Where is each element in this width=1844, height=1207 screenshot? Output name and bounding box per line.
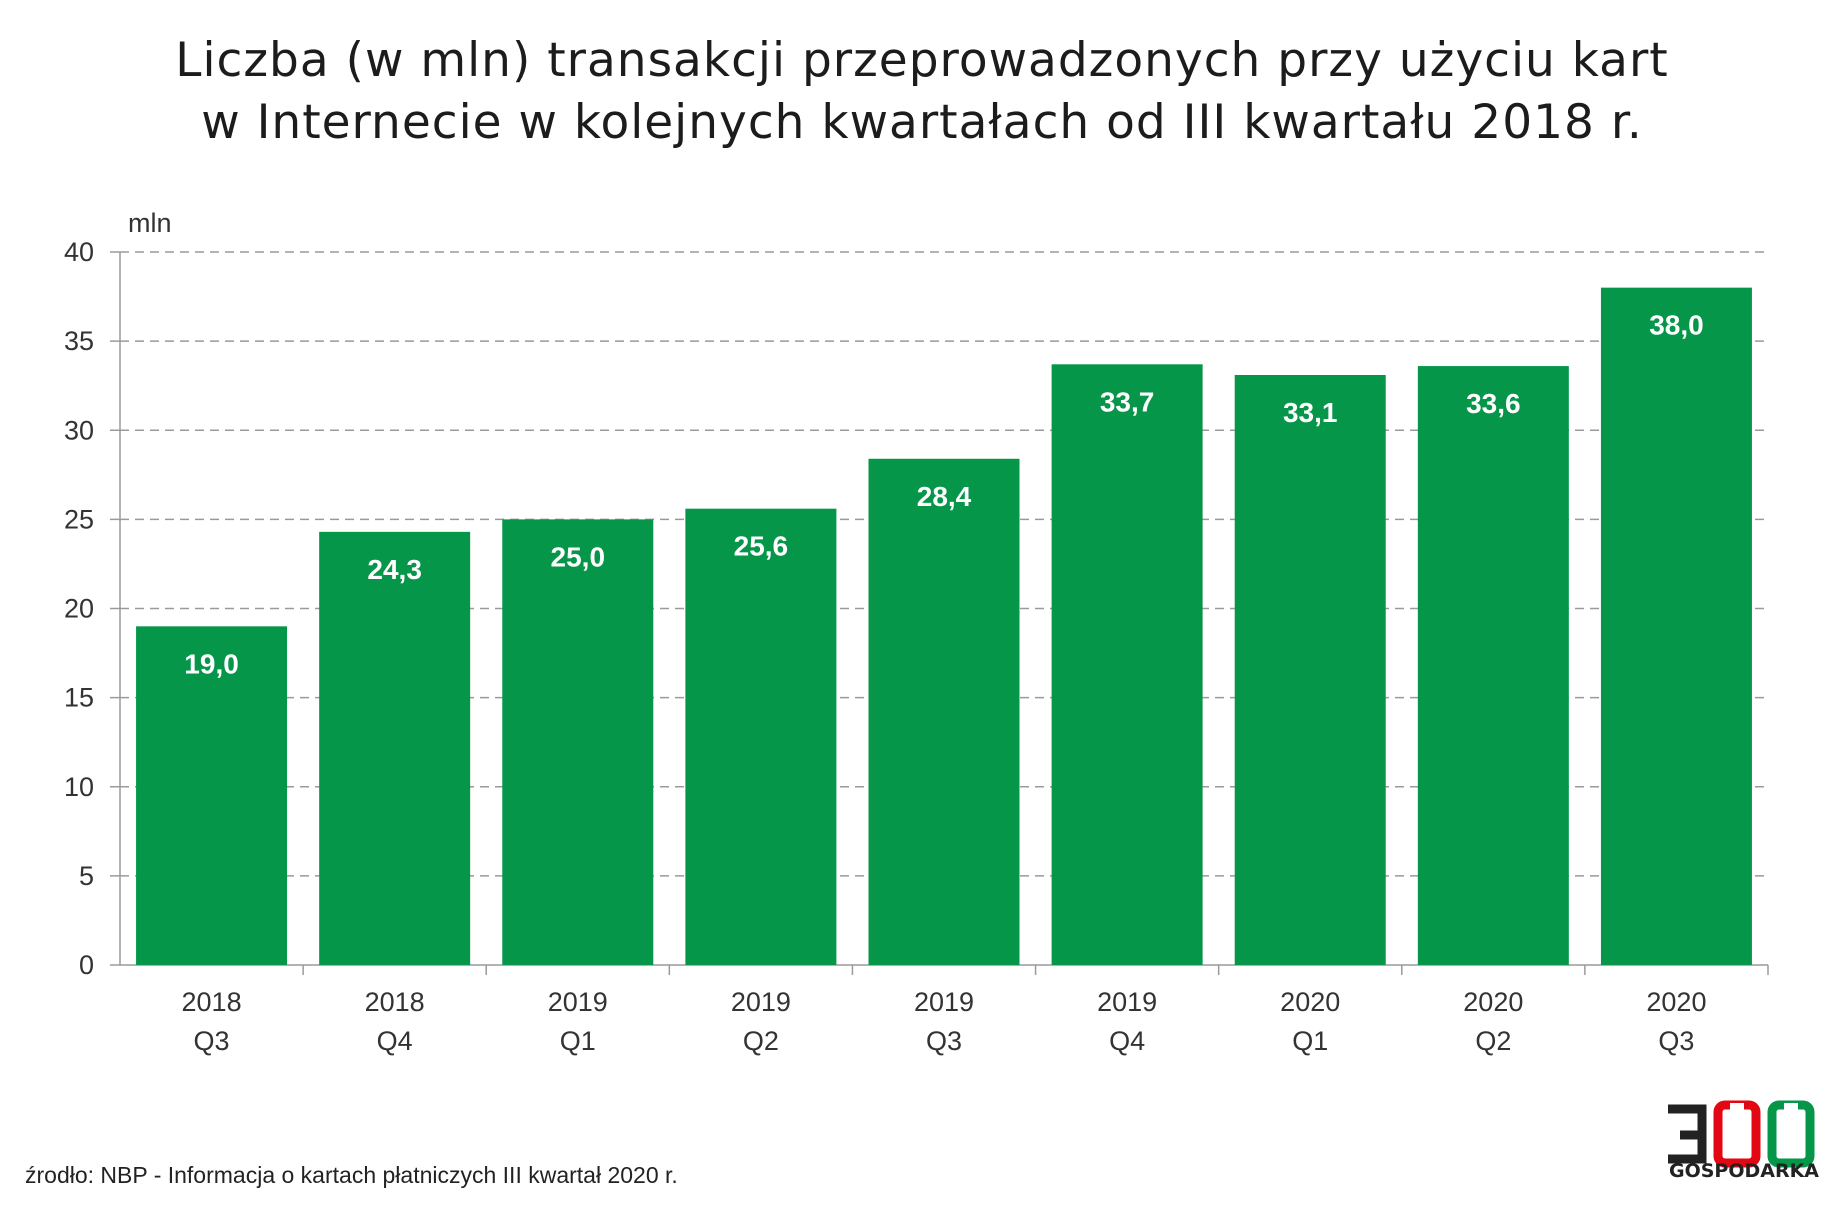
- x-tick-label-quarter: Q2: [743, 1026, 779, 1056]
- bar-value-label: 19,0: [184, 648, 239, 679]
- y-tick-label: 35: [64, 326, 94, 356]
- y-tick-label: 15: [64, 683, 94, 713]
- x-tick-label-year: 2018: [182, 987, 242, 1017]
- y-tick-label: 5: [79, 861, 94, 891]
- x-tick-label-quarter: Q4: [377, 1026, 413, 1056]
- x-tick-label-quarter: Q2: [1475, 1026, 1511, 1056]
- bar: [1600, 287, 1752, 965]
- x-tick-label-year: 2019: [1097, 987, 1157, 1017]
- y-axis-label: mln: [128, 208, 172, 238]
- bar-value-label: 33,6: [1466, 388, 1521, 419]
- chart-title-line-1: Liczba (w mln) transakcji przeprowadzony…: [175, 33, 1669, 88]
- y-tick-label: 30: [64, 415, 94, 445]
- bar: [1051, 364, 1203, 965]
- logo-digit-0-red: [1713, 1100, 1761, 1168]
- x-tick-label-year: 2019: [914, 987, 974, 1017]
- y-tick-label: 10: [64, 772, 94, 802]
- chart-title-line-2: w Internecie w kolejnych kwartałach od I…: [201, 95, 1643, 150]
- x-tick-label-year: 2018: [365, 987, 425, 1017]
- bar: [319, 531, 471, 965]
- bar-value-label: 33,7: [1100, 386, 1155, 417]
- y-tick-label: 40: [64, 237, 94, 267]
- x-tick-label-year: 2020: [1463, 987, 1523, 1017]
- x-tick-label-quarter: Q3: [926, 1026, 962, 1056]
- x-tick-label-quarter: Q3: [194, 1026, 230, 1056]
- bar: [502, 519, 654, 965]
- x-tick-label-year: 2020: [1280, 987, 1340, 1017]
- bar-value-label: 38,0: [1649, 310, 1704, 341]
- x-tick-label-year: 2019: [731, 987, 791, 1017]
- bar: [1234, 374, 1386, 965]
- bar-value-label: 25,0: [551, 541, 606, 572]
- bar: [685, 508, 837, 965]
- bar-value-label: 25,6: [734, 531, 789, 562]
- bar-value-label: 24,3: [367, 554, 422, 585]
- gospodarka-300-logo: [1668, 1100, 1815, 1168]
- x-tick-label-year: 2020: [1646, 987, 1706, 1017]
- y-tick-label: 25: [64, 504, 94, 534]
- x-tick-label-year: 2019: [548, 987, 608, 1017]
- bar-value-label: 33,1: [1283, 397, 1338, 428]
- bar: [1417, 366, 1569, 966]
- y-tick-label: 0: [79, 950, 94, 980]
- y-tick-label: 20: [64, 594, 94, 624]
- bar: [136, 626, 288, 965]
- bar: [868, 458, 1020, 965]
- logo-text: GOSPODARKA: [1668, 1160, 1820, 1182]
- x-tick-label-quarter: Q4: [1109, 1026, 1145, 1056]
- x-tick-label-quarter: Q1: [1292, 1026, 1328, 1056]
- chart-title: Liczba (w mln) transakcji przeprowadzony…: [0, 30, 1844, 154]
- logo-digit-3: [1668, 1104, 1707, 1164]
- x-tick-label-quarter: Q1: [560, 1026, 596, 1056]
- bar-value-label: 28,4: [917, 481, 972, 512]
- logo-digit-0-green: [1767, 1100, 1815, 1168]
- source-note: źrodło: NBP - Informacja o kartach płatn…: [25, 1162, 678, 1188]
- x-tick-label-quarter: Q3: [1658, 1026, 1694, 1056]
